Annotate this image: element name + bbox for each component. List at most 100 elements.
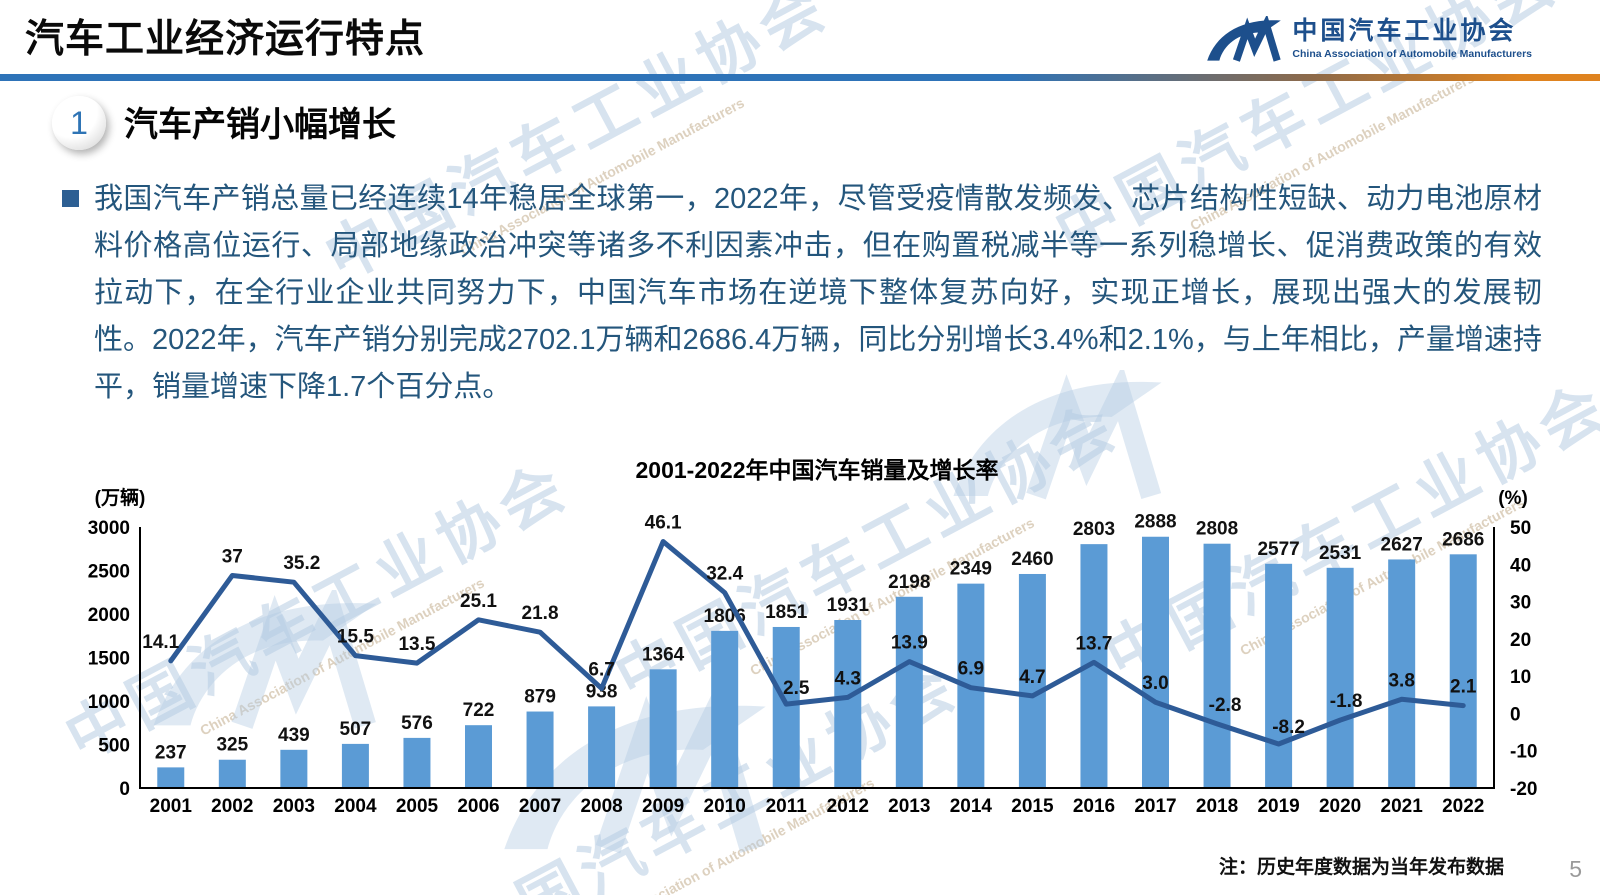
bar-label-2016: 2803 [1073, 519, 1115, 540]
line-label-2017: 3.0 [1142, 673, 1168, 694]
left-tick-3000: 3000 [88, 518, 130, 539]
x-label-2004: 2004 [334, 796, 377, 817]
bar-2010 [711, 630, 739, 788]
x-label-2009: 2009 [642, 796, 684, 817]
x-label-2002: 2002 [211, 796, 253, 817]
left-tick-2500: 2500 [88, 562, 130, 583]
x-label-2015: 2015 [1011, 796, 1054, 817]
bar-2006 [465, 725, 492, 788]
line-label-2004: 15.5 [337, 627, 374, 648]
line-label-2010: 32.4 [706, 564, 743, 585]
line-label-2007: 21.8 [522, 603, 559, 624]
right-tick-30: 30 [1510, 593, 1531, 614]
bar-2017 [1142, 536, 1169, 788]
line-label-2006: 25.1 [460, 591, 497, 612]
bar-label-2004: 507 [340, 719, 372, 740]
y-axis-right-unit: (%) [1498, 488, 1528, 509]
caam-logo-text: 中国汽车工业协会 China Association of Automobile… [1292, 17, 1532, 61]
caam-logo: 中国汽车工业协会 China Association of Automobile… [1206, 16, 1532, 62]
sales-growth-chart: 2001-2022年中国汽车销量及增长率 (万辆) (%) 3000 2500 2000 1… [80, 448, 1540, 828]
left-tick-1500: 1500 [88, 649, 130, 670]
bar-2004 [341, 743, 369, 788]
bar-label-2003: 439 [278, 725, 310, 746]
bar-label-2005: 576 [401, 713, 433, 734]
bar-label-2021: 2627 [1381, 534, 1423, 555]
bar-2021 [1388, 559, 1416, 788]
bar-2018 [1203, 543, 1231, 788]
caam-logo-name-en: China Association of Automobile Manufact… [1292, 48, 1532, 61]
footnote: 注：历史年度数据为当年发布数据 [1218, 857, 1504, 878]
left-tick-1000: 1000 [88, 692, 130, 713]
x-label-2011: 2011 [766, 796, 808, 817]
line-label-2021: 3.8 [1388, 670, 1414, 691]
x-label-2022: 2022 [1442, 796, 1484, 817]
bar-2009 [649, 669, 677, 788]
x-label-2018: 2018 [1196, 796, 1238, 817]
axis-frame [139, 527, 1495, 789]
x-label-2021: 2021 [1381, 796, 1424, 817]
line-label-2012: 4.3 [835, 668, 861, 689]
line-label-2020: -1.8 [1330, 691, 1363, 712]
chart-svg: 2001-2022年中国汽车销量及增长率 (万辆) (%) 3000 2500 2000 1… [88, 457, 1538, 817]
x-label-2012: 2012 [827, 796, 869, 817]
bar-2012 [834, 620, 862, 788]
bar-2005 [403, 737, 431, 788]
bar-label-2015: 2460 [1011, 549, 1053, 570]
bar-label-2013: 2198 [888, 572, 930, 593]
bar-2003 [280, 749, 308, 788]
y-axis-left-unit: (万辆) [95, 486, 146, 509]
bar-label-2022: 2686 [1442, 529, 1484, 550]
section-heading: 汽车产销小幅增长 [124, 106, 396, 144]
bar-label-2002: 325 [216, 735, 248, 756]
chart-title: 2001-2022年中国汽车销量及增长率 [636, 457, 999, 483]
section-number-badge: 1 [52, 96, 106, 150]
page-number: 5 [1569, 856, 1582, 882]
line-label-2022: 2.1 [1450, 677, 1477, 698]
growth-line [168, 539, 1466, 747]
x-label-2001: 2001 [150, 796, 193, 817]
body-paragraph-block: 我国汽车产销总量已经连续14年稳居全球第一，2022年，尽管受疫情散发频发、芯片… [60, 176, 1542, 411]
bar-label-2018: 2808 [1196, 519, 1238, 540]
bar-label-2008: 938 [586, 681, 618, 702]
x-label-2014: 2014 [950, 796, 993, 817]
bar-label-2007: 879 [524, 687, 556, 708]
bar-label-2017: 2888 [1134, 512, 1176, 533]
bar-2013 [895, 596, 923, 788]
right-tick-40: 40 [1510, 555, 1531, 576]
caam-logo-icon [1207, 16, 1282, 62]
line-label-2018: -2.8 [1209, 695, 1242, 716]
section-number: 1 [70, 104, 88, 141]
left-tick-2000: 2000 [88, 605, 130, 626]
bar-label-2006: 722 [463, 700, 495, 721]
bar-2011 [772, 626, 800, 788]
right-tick-20: 20 [1510, 630, 1531, 651]
bar-label-2019: 2577 [1257, 539, 1299, 560]
x-label-2016: 2016 [1073, 796, 1115, 817]
bar-2015 [1018, 573, 1046, 788]
bar-2007 [526, 711, 554, 788]
right-tick-10: 10 [1510, 667, 1531, 688]
bullet-square-icon [62, 190, 79, 207]
bar-2001 [157, 767, 185, 788]
left-tick-0: 0 [119, 779, 130, 800]
x-label-2020: 2020 [1319, 796, 1361, 817]
left-tick-500: 500 [98, 736, 130, 757]
line-label-2003: 35.2 [283, 553, 320, 574]
line-label-2011: 2.5 [783, 678, 810, 699]
bar-label-2014: 2349 [950, 559, 992, 580]
x-label-2003: 2003 [273, 796, 315, 817]
x-label-2010: 2010 [704, 796, 746, 817]
line-label-2013: 13.9 [891, 633, 928, 654]
line-label-2005: 13.5 [398, 634, 435, 655]
x-label-2017: 2017 [1134, 796, 1176, 817]
bar-2002 [218, 759, 246, 788]
x-label-2007: 2007 [519, 796, 561, 817]
bar-label-2009: 1364 [642, 644, 685, 665]
page-title: 汽车工业经济运行特点 [25, 18, 426, 61]
bar-2022 [1449, 554, 1477, 788]
x-label-2013: 2013 [888, 796, 930, 817]
bar-2008 [588, 706, 616, 788]
x-label-2005: 2005 [396, 796, 439, 817]
